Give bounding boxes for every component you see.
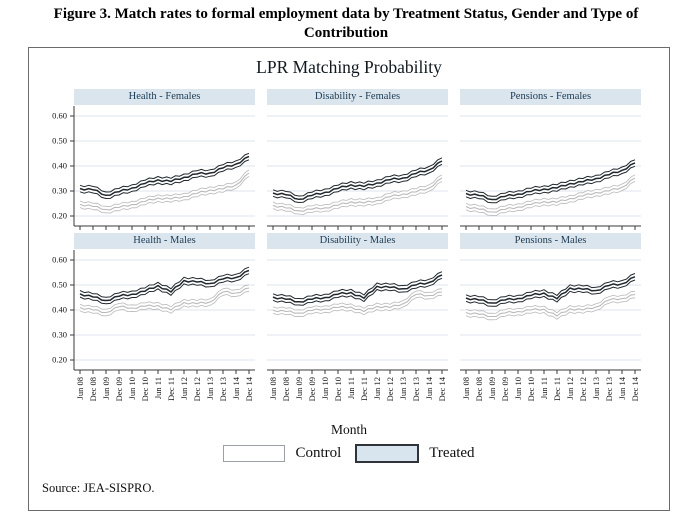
svg-text:Dec 14: Dec 14 <box>244 376 254 401</box>
svg-text:Dec 11: Dec 11 <box>359 377 369 401</box>
panel-plot-pensions-females <box>460 115 641 230</box>
svg-text:0.40: 0.40 <box>52 305 67 315</box>
svg-text:Dec 11: Dec 11 <box>552 377 562 401</box>
svg-text:Jun 11: Jun 11 <box>153 377 163 399</box>
svg-text:Dec 10: Dec 10 <box>140 377 150 401</box>
x-axis-title: Month <box>330 422 367 437</box>
treated-swatch <box>355 444 420 463</box>
svg-text:Jun 08: Jun 08 <box>75 377 85 399</box>
panel-header: Disability - Males <box>267 233 448 249</box>
svg-text:Dec 12: Dec 12 <box>578 377 588 401</box>
panel-header: Pensions - Males <box>460 233 641 249</box>
svg-text:Dec 13: Dec 13 <box>218 377 228 401</box>
svg-text:Dec 08: Dec 08 <box>88 377 98 401</box>
svg-text:Jun 11: Jun 11 <box>346 377 356 399</box>
panel-header: Health - Males <box>74 233 255 249</box>
panel-header: Pensions - Females <box>460 89 641 105</box>
legend-label-treated: Treated <box>429 445 475 461</box>
svg-text:Jun 14: Jun 14 <box>617 376 627 399</box>
panel-header: Disability - Females <box>267 89 448 105</box>
svg-text:Jun 11: Jun 11 <box>539 377 549 399</box>
svg-text:0.50: 0.50 <box>52 136 67 146</box>
svg-text:Dec 10: Dec 10 <box>333 377 343 401</box>
legend-item-treated: Treated <box>355 444 475 463</box>
svg-text:Dec 09: Dec 09 <box>307 377 317 401</box>
panel-plot-disability-males: Jun 08 Dec 08 Jun 09 Dec 09 Jun 10 Dec 10 Jun … <box>267 259 448 401</box>
svg-text:Jun 13: Jun 13 <box>591 377 601 399</box>
svg-text:Jun 10: Jun 10 <box>127 377 137 399</box>
panel-plot-health-females: 0.20 0.30 0.40 0.50 0.60 <box>52 106 255 230</box>
svg-text:Dec 10: Dec 10 <box>526 377 536 401</box>
svg-text:Dec 13: Dec 13 <box>604 377 614 401</box>
svg-text:0.60: 0.60 <box>52 255 67 265</box>
panel-plot-disability-females <box>267 115 448 230</box>
svg-text:Jun 14: Jun 14 <box>231 376 241 399</box>
svg-text:Dec 09: Dec 09 <box>500 377 510 401</box>
chart-title: LPR Matching Probability <box>256 57 442 77</box>
svg-text:Dec 11: Dec 11 <box>166 377 176 401</box>
svg-text:Jun 08: Jun 08 <box>461 377 471 399</box>
svg-text:Jun 10: Jun 10 <box>320 377 330 399</box>
svg-text:Jun 09: Jun 09 <box>294 377 304 399</box>
legend-label-control: Control <box>295 445 342 461</box>
svg-text:Dec 09: Dec 09 <box>114 377 124 401</box>
svg-text:Jun 10: Jun 10 <box>513 377 523 399</box>
svg-text:Jun 12: Jun 12 <box>179 377 189 399</box>
svg-text:Dec 14: Dec 14 <box>630 376 640 401</box>
svg-text:0.40: 0.40 <box>52 161 67 171</box>
svg-text:Jun 08: Jun 08 <box>268 377 278 399</box>
svg-text:0.60: 0.60 <box>52 111 67 121</box>
svg-text:Jun 13: Jun 13 <box>398 377 408 399</box>
svg-text:Dec 08: Dec 08 <box>474 377 484 401</box>
panel-plot-pensions-males: Jun 08 Dec 08 Jun 09 Dec 09 Jun 10 Dec 10 Jun … <box>460 259 641 401</box>
svg-text:Jun 12: Jun 12 <box>565 377 575 399</box>
svg-text:0.50: 0.50 <box>52 280 67 290</box>
figure-title: Figure 3. Match rates to formal employme… <box>53 6 639 41</box>
svg-text:Jun 14: Jun 14 <box>424 376 434 399</box>
svg-text:Dec 08: Dec 08 <box>281 377 291 401</box>
svg-text:Jun 12: Jun 12 <box>372 377 382 399</box>
panel-header: Health - Females <box>74 89 255 105</box>
control-swatch <box>223 445 286 462</box>
svg-text:0.20: 0.20 <box>52 211 67 221</box>
svg-text:0.30: 0.30 <box>52 330 67 340</box>
svg-text:Dec 14: Dec 14 <box>437 376 447 401</box>
svg-text:Dec 12: Dec 12 <box>192 377 202 401</box>
svg-text:Jun 09: Jun 09 <box>101 377 111 399</box>
figure-box: LPR Matching Probability Health - Female… <box>28 47 670 511</box>
svg-text:0.30: 0.30 <box>52 186 67 196</box>
svg-text:Dec 12: Dec 12 <box>385 377 395 401</box>
svg-text:0.20: 0.20 <box>52 355 67 365</box>
source-note: Source: JEA-SISPRO. <box>42 481 155 495</box>
svg-text:Jun 09: Jun 09 <box>487 377 497 399</box>
legend-item-control: Control <box>223 445 341 462</box>
svg-text:Jun 13: Jun 13 <box>205 377 215 399</box>
svg-text:Dec 13: Dec 13 <box>411 377 421 401</box>
legend: Control Treated <box>29 444 669 463</box>
